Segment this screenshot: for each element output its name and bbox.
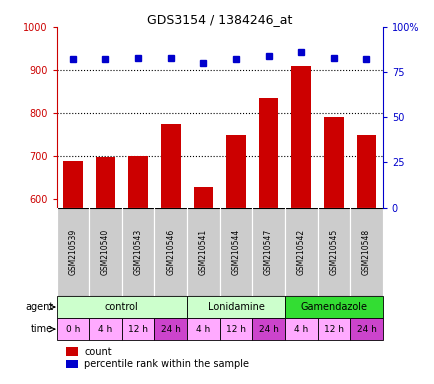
Bar [56, 296, 187, 318]
Text: 24 h: 24 h [356, 324, 375, 334]
Text: GSM210540: GSM210540 [101, 229, 110, 275]
Bar [122, 318, 154, 340]
Text: GSM210545: GSM210545 [329, 229, 338, 275]
Bar [193, 187, 213, 208]
Bar [95, 157, 115, 208]
Title: GDS3154 / 1384246_at: GDS3154 / 1384246_at [147, 13, 292, 26]
Bar [56, 318, 89, 340]
Text: GSM210547: GSM210547 [263, 229, 273, 275]
Text: GSM210541: GSM210541 [198, 229, 207, 275]
Bar [317, 318, 349, 340]
Text: 12 h: 12 h [323, 324, 343, 334]
Bar [252, 208, 284, 296]
Bar [284, 296, 382, 318]
Text: Lonidamine: Lonidamine [207, 302, 264, 312]
Bar [226, 135, 245, 208]
Bar [317, 208, 349, 296]
Text: 4 h: 4 h [98, 324, 112, 334]
Text: GSM210546: GSM210546 [166, 229, 175, 275]
Bar [219, 208, 252, 296]
Bar [89, 318, 122, 340]
Text: GSM210539: GSM210539 [68, 229, 77, 275]
Bar [56, 208, 89, 296]
Text: 4 h: 4 h [196, 324, 210, 334]
Bar [63, 161, 82, 208]
Bar [356, 135, 375, 208]
Bar [284, 318, 317, 340]
Text: 24 h: 24 h [258, 324, 278, 334]
Bar [66, 360, 78, 368]
Text: 12 h: 12 h [226, 324, 245, 334]
Text: GSM210544: GSM210544 [231, 229, 240, 275]
Bar [161, 124, 180, 208]
Bar [323, 117, 343, 208]
Text: GSM210543: GSM210543 [133, 229, 142, 275]
Bar [187, 318, 219, 340]
Bar [154, 208, 187, 296]
Bar [89, 208, 122, 296]
Text: GSM210542: GSM210542 [296, 229, 305, 275]
Bar [122, 208, 154, 296]
Text: percentile rank within the sample: percentile rank within the sample [84, 359, 249, 369]
Text: time: time [31, 324, 53, 334]
Bar [252, 318, 284, 340]
Text: 0 h: 0 h [66, 324, 80, 334]
Bar [128, 156, 148, 208]
Text: GSM210548: GSM210548 [361, 229, 370, 275]
Text: 24 h: 24 h [161, 324, 180, 334]
Text: count: count [84, 346, 112, 357]
Bar [154, 318, 187, 340]
Text: 12 h: 12 h [128, 324, 148, 334]
Text: Gamendazole: Gamendazole [299, 302, 367, 312]
Bar [219, 318, 252, 340]
Bar [291, 66, 310, 208]
Bar [187, 296, 284, 318]
Text: control: control [105, 302, 138, 312]
Bar [349, 208, 382, 296]
Text: agent: agent [25, 302, 53, 312]
Text: 4 h: 4 h [293, 324, 308, 334]
Bar [349, 318, 382, 340]
Bar [284, 208, 317, 296]
Bar [66, 348, 78, 356]
Bar [258, 98, 278, 208]
Bar [187, 208, 219, 296]
